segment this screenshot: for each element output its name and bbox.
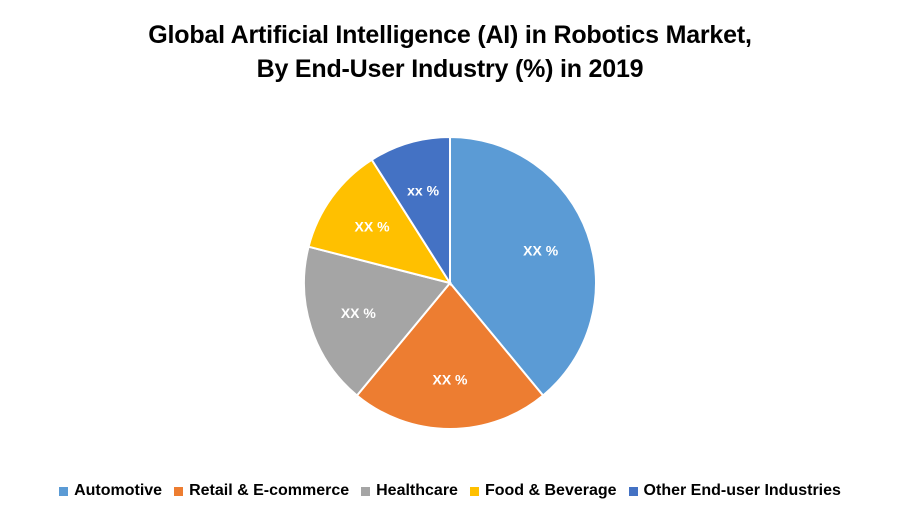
pie-slice-label-1: XX % — [432, 371, 468, 387]
pie-slice-2 — [303, 245, 452, 397]
pie-slice-label-0: XX % — [523, 242, 559, 258]
legend-label-3: Food & Beverage — [484, 482, 617, 499]
legend-item-3: Food & Beverage — [469, 482, 617, 500]
chart-title-line-1: Global Artificial Intelligence (AI) in R… — [148, 21, 752, 49]
legend-item-1: Retail & E-commerce — [174, 482, 349, 500]
pie-chart: XX % XX % XX % XX % xx % — [303, 135, 597, 430]
chart-title-line-2: By End-User Industry (%) in 2019 — [256, 55, 644, 83]
legend-swatch-2 — [361, 486, 371, 496]
chart-legend: Automotive Retail & E-commerce Healthcare F… — [0, 482, 900, 500]
legend-label-2: Healthcare — [376, 482, 458, 499]
legend-label-0: Automotive — [74, 482, 163, 499]
pie-slice-1 — [355, 281, 545, 430]
legend-swatch-3 — [469, 486, 479, 496]
pie-slice-0 — [449, 135, 597, 397]
chart-title: Global Artificial Intelligence (AI) in R… — [0, 18, 900, 86]
legend-swatch-1 — [174, 486, 184, 496]
legend-item-0: Automotive — [59, 482, 162, 500]
legend-label-4: Other End-user Industries — [643, 482, 841, 499]
pie-slice-label-4: xx % — [407, 182, 439, 198]
legend-item-4: Other End-user Industries — [628, 482, 841, 500]
pie-slice-4 — [370, 135, 451, 287]
pie-slice-label-3: XX % — [355, 218, 391, 234]
legend-swatch-0 — [59, 486, 69, 496]
pie-slice-3 — [307, 158, 453, 285]
legend-label-1: Retail & E-commerce — [189, 482, 350, 499]
pie-slice-label-2: XX % — [341, 305, 377, 321]
legend-swatch-4 — [628, 486, 638, 496]
legend-item-2: Healthcare — [361, 482, 458, 500]
